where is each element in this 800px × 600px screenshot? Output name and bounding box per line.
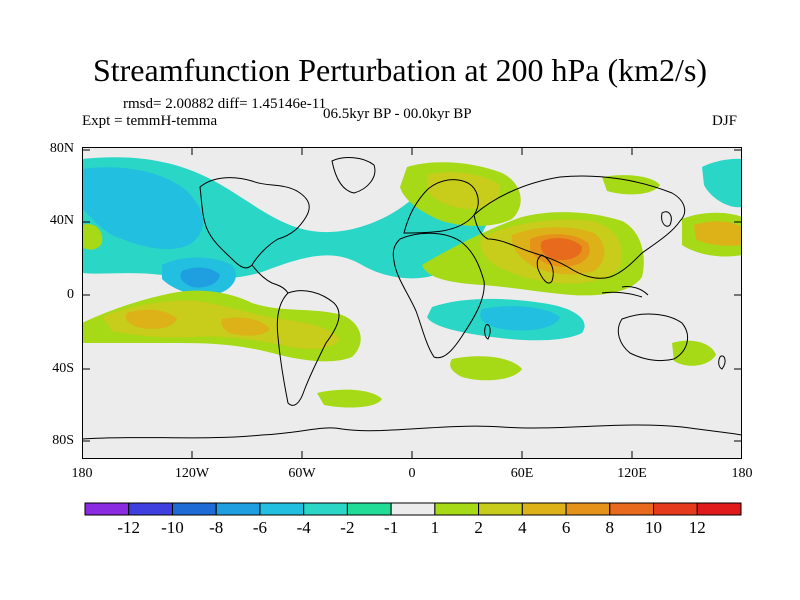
coast-north-america	[199, 177, 310, 269]
colorbar-swatch	[346, 502, 392, 516]
x-label-0: 0	[408, 466, 416, 481]
x-label-120w: 120W	[174, 466, 210, 481]
y-label-80s: 80S	[52, 433, 74, 448]
contour-positive-southpac-6a	[125, 309, 177, 329]
colorbar-swatch	[215, 502, 261, 516]
colorbar-swatch	[565, 502, 611, 516]
colorbar-label: 12	[688, 518, 706, 537]
colorbar-label: -6	[252, 518, 267, 537]
coast-new-zealand	[718, 355, 726, 370]
colorbar-label: 6	[561, 518, 571, 537]
coast-madagascar	[484, 324, 491, 340]
colorbar-label: -8	[209, 518, 224, 537]
y-label-eq: 0	[67, 287, 74, 302]
coast-south-america	[276, 290, 340, 406]
colorbar-swatch	[609, 502, 655, 516]
x-label-180w: 180	[71, 466, 93, 481]
coast-greenland	[331, 157, 376, 194]
colorbar-label: 10	[645, 518, 663, 537]
coast-australia	[617, 313, 689, 362]
contour-positive-satlantic	[317, 389, 382, 408]
colorbar-label: 1	[430, 518, 440, 537]
colorbar-swatch	[171, 502, 217, 516]
season-label: DJF	[712, 113, 738, 129]
colorbar-swatch	[653, 502, 698, 516]
y-label-80n: 80N	[49, 141, 74, 156]
contour-positive-europe-core	[427, 172, 501, 209]
colorbar-swatch	[696, 502, 742, 516]
colorbar-label: 2	[474, 518, 483, 537]
x-label-180e: 180	[731, 466, 753, 481]
contour-negative-north-core	[82, 167, 203, 250]
contour-negative-north	[82, 157, 493, 279]
colorbar-swatch	[128, 502, 173, 516]
contour-negative-indian-core	[480, 306, 560, 331]
coast-asia	[473, 175, 686, 279]
x-label-60w: 60W	[288, 466, 316, 481]
contour-positive-dateline	[82, 224, 103, 250]
colorbar-label: -4	[296, 518, 311, 537]
experiment-label: Expt = temmH-temma	[82, 113, 218, 129]
x-label-60e: 60E	[510, 466, 534, 481]
colorbar-label: -10	[161, 518, 184, 537]
colorbar-swatch	[478, 502, 523, 516]
colorbar-swatch	[303, 502, 348, 516]
contour-negative-farnorth	[702, 158, 742, 208]
axis-ticks	[82, 147, 742, 459]
colorbar-swatch	[434, 502, 480, 516]
colorbar-label: 4	[518, 518, 527, 537]
map-panel	[82, 147, 742, 459]
y-label-40n: 40N	[49, 213, 74, 228]
colorbar-label: -2	[340, 518, 355, 537]
contour-positive-southpac-6b	[221, 317, 270, 336]
colorbar	[84, 502, 742, 516]
colorbar-swatch	[521, 502, 567, 516]
period-label: 06.5kyr BP - 00.0kyr BP	[323, 106, 472, 122]
contour-positive-s-indian	[450, 356, 522, 381]
plot-title: Streamfunction Perturbation at 200 hPa (…	[92, 52, 708, 88]
colorbar-label: 8	[605, 518, 615, 537]
contour-positive-westpac-core	[694, 221, 742, 246]
colorbar-label: -1	[384, 518, 399, 537]
stats-line: rmsd= 2.00882 diff= 1.45146e-11	[123, 96, 327, 112]
contour-positive-ne-asia	[602, 175, 660, 195]
contour-positive-australia	[672, 340, 716, 366]
y-label-40s: 40S	[52, 361, 74, 376]
coast-indonesia	[601, 286, 649, 298]
coastlines	[82, 157, 742, 440]
coast-central-america	[251, 264, 289, 294]
coast-africa	[392, 232, 485, 359]
contour-negative-pacific-core	[180, 267, 220, 288]
coast-europe	[403, 179, 479, 234]
colorbar-swatch	[259, 502, 305, 516]
coast-japan	[661, 211, 672, 227]
colorbar-label: -12	[117, 518, 141, 537]
contour-fields	[82, 157, 742, 408]
colorbar-swatch	[390, 502, 436, 516]
coast-india	[536, 254, 554, 284]
x-label-120e: 120E	[617, 466, 647, 481]
coast-antarctica	[82, 424, 742, 440]
colorbar-swatch	[84, 502, 130, 516]
contour-positive-asia-10	[540, 238, 582, 261]
